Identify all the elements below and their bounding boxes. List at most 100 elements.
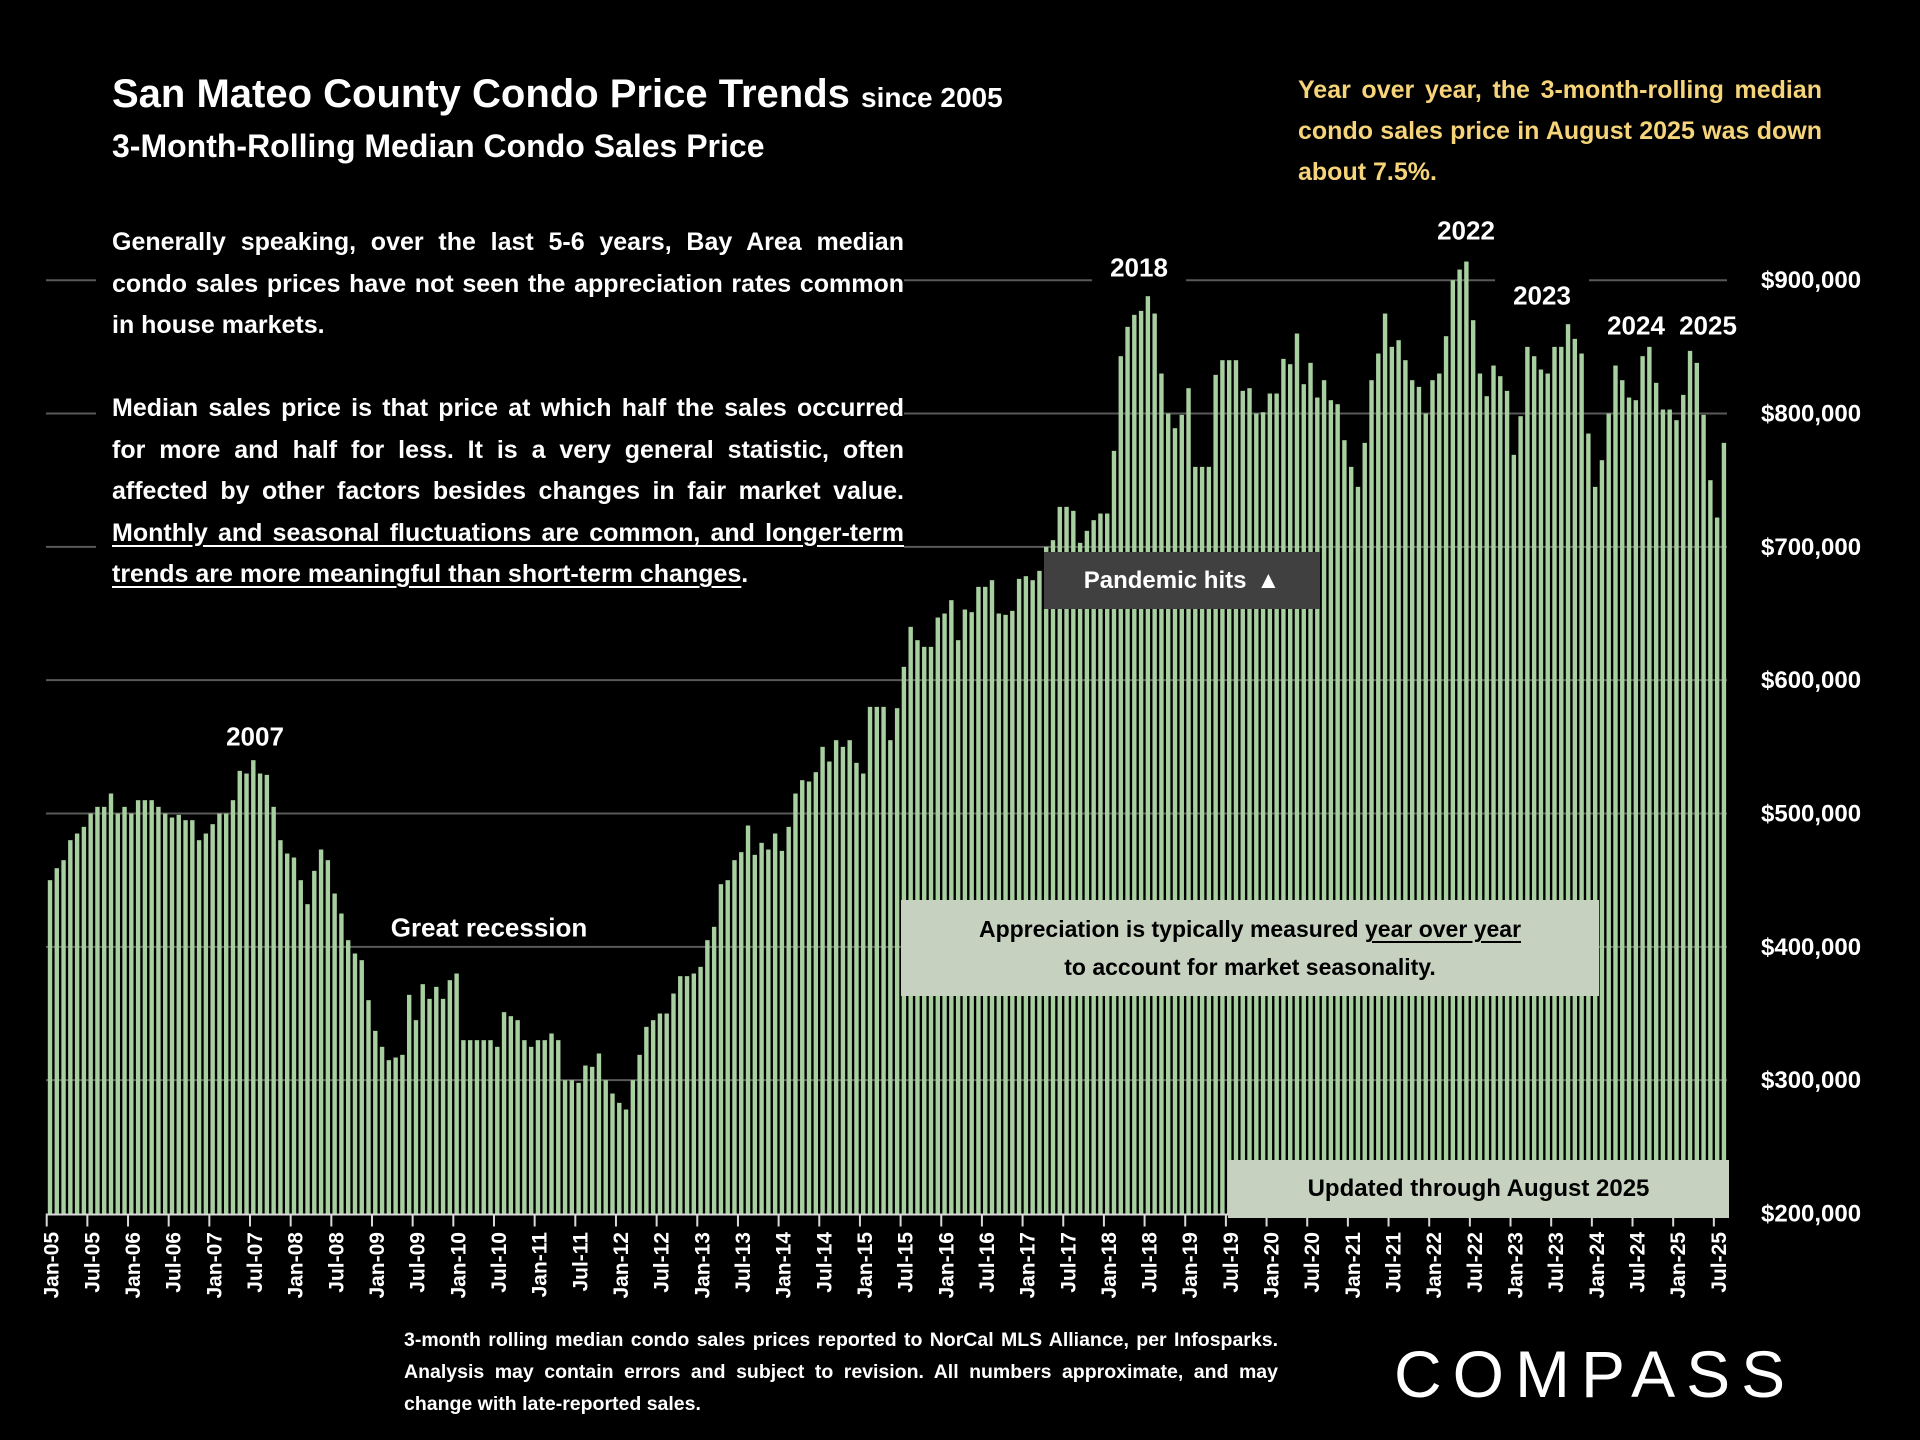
x-tick-label: Jan-24 xyxy=(1586,1232,1609,1299)
bar xyxy=(149,800,154,1214)
bar xyxy=(1294,333,1300,1214)
bar xyxy=(1308,362,1313,1214)
x-tick-label: Jan-19 xyxy=(1179,1232,1202,1299)
y-tick-label: $200,000 xyxy=(1761,1201,1861,1228)
y-tick-label: $700,000 xyxy=(1761,534,1861,561)
bar xyxy=(373,1030,378,1214)
bar xyxy=(854,762,859,1214)
commentary-para-2: Median sales price is that price at whic… xyxy=(112,388,904,596)
x-tick-label: Jul-21 xyxy=(1383,1232,1406,1293)
bar xyxy=(766,849,771,1214)
bar xyxy=(698,966,703,1214)
x-tick-label: Jan-13 xyxy=(691,1232,714,1299)
bar xyxy=(664,1013,669,1214)
bar xyxy=(1504,390,1510,1214)
para-2-end: . xyxy=(741,560,749,588)
bar xyxy=(522,1040,527,1214)
bar xyxy=(176,814,181,1214)
bar xyxy=(244,773,249,1214)
bar xyxy=(793,793,798,1214)
bar xyxy=(711,926,717,1214)
bar xyxy=(1166,413,1171,1214)
bar xyxy=(515,1020,520,1214)
x-tick-label: Jul-06 xyxy=(163,1232,186,1293)
bar xyxy=(1423,413,1428,1214)
bar xyxy=(1477,373,1483,1214)
bar xyxy=(1491,365,1496,1214)
bar xyxy=(1091,520,1096,1214)
bar xyxy=(115,813,120,1214)
x-tick-label: Jul-16 xyxy=(976,1232,999,1293)
bar xyxy=(379,1046,385,1214)
bar xyxy=(434,986,439,1214)
bar xyxy=(1518,416,1523,1214)
x-tick-label: Jul-20 xyxy=(1301,1232,1324,1293)
bar xyxy=(874,706,879,1214)
bar xyxy=(691,973,697,1214)
bar xyxy=(800,780,805,1214)
bar xyxy=(732,860,737,1214)
bar xyxy=(1186,388,1191,1214)
bar xyxy=(1132,314,1137,1214)
bar xyxy=(305,904,310,1214)
x-tick-label: Jan-16 xyxy=(935,1232,958,1299)
bar xyxy=(1464,261,1469,1214)
bar xyxy=(1382,313,1388,1214)
x-tick-label: Jul-13 xyxy=(732,1232,755,1293)
yoy-note: Year over year, the 3-month-rolling medi… xyxy=(1298,76,1822,186)
x-tick-label: Jul-15 xyxy=(895,1232,918,1293)
bar xyxy=(291,857,297,1214)
bar xyxy=(1064,506,1069,1214)
bar xyxy=(1389,346,1395,1214)
x-tick-label: Jul-07 xyxy=(244,1232,267,1293)
bar xyxy=(1125,326,1130,1214)
bar xyxy=(413,1020,419,1214)
y-tick-label: $900,000 xyxy=(1761,267,1861,294)
bar xyxy=(284,853,290,1214)
bar xyxy=(1105,513,1110,1214)
bar xyxy=(833,740,839,1214)
bar xyxy=(1633,400,1639,1214)
bar xyxy=(190,820,195,1214)
bar xyxy=(827,761,832,1214)
appreciation-underlined: year over year xyxy=(1365,916,1522,942)
bar xyxy=(1321,380,1327,1214)
bar xyxy=(1701,414,1706,1214)
bar xyxy=(257,773,263,1214)
bar xyxy=(1579,353,1584,1214)
bar xyxy=(474,1040,480,1214)
bar xyxy=(1016,578,1022,1214)
appreciation-callout: Appreciation is typically measured year … xyxy=(901,900,1599,996)
appreciation-line-2: to account for market seasonality. xyxy=(1064,954,1436,980)
bar xyxy=(1179,414,1184,1214)
bar xyxy=(108,793,114,1214)
para-2-underlined: Monthly and seasonal fluctuations are co… xyxy=(112,518,904,589)
bar xyxy=(1647,346,1652,1214)
bar xyxy=(1511,454,1517,1214)
bar xyxy=(644,1026,649,1214)
compass-logo: COMPASS xyxy=(1394,1337,1797,1411)
bar xyxy=(224,813,229,1214)
bar xyxy=(1396,340,1401,1214)
bar xyxy=(1694,362,1700,1214)
bar xyxy=(1226,360,1232,1214)
bar xyxy=(603,1080,608,1214)
x-tick-label: Jul-09 xyxy=(407,1232,430,1293)
bar xyxy=(562,1080,568,1214)
bar xyxy=(1287,364,1293,1214)
bar xyxy=(298,880,303,1214)
bar xyxy=(47,880,53,1214)
bar xyxy=(881,706,886,1214)
bar xyxy=(156,806,161,1214)
x-tick-label: Jul-23 xyxy=(1545,1232,1568,1293)
bar xyxy=(61,860,66,1214)
bar xyxy=(1152,313,1157,1214)
commentary-para-1: Generally speaking, over the last 5-6 ye… xyxy=(112,228,904,339)
bar xyxy=(1613,365,1618,1214)
bar xyxy=(1193,466,1198,1214)
bar xyxy=(1681,394,1686,1214)
bar xyxy=(705,940,710,1214)
bar xyxy=(251,760,256,1214)
bar xyxy=(894,708,900,1214)
